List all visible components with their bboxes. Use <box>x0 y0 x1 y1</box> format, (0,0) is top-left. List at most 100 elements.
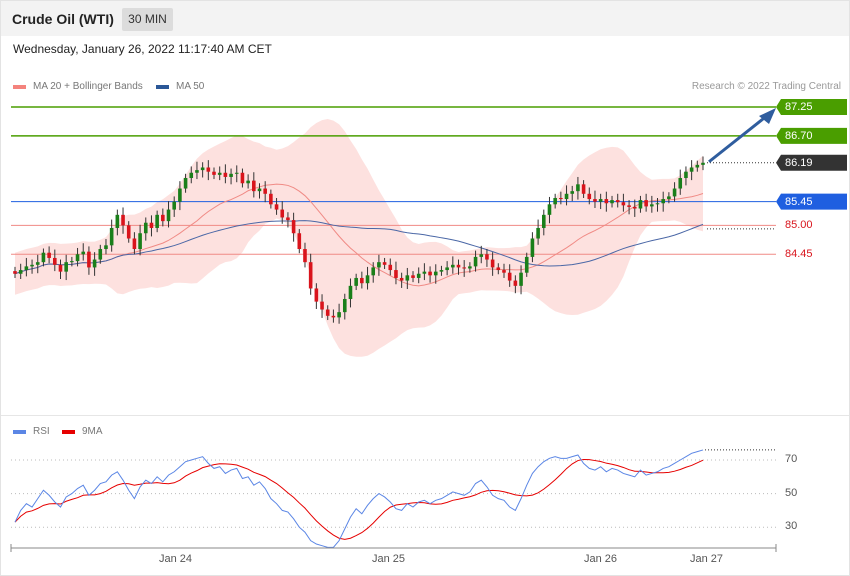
candle-body <box>109 227 114 246</box>
candle-body <box>513 280 518 286</box>
x-tick-label: Jan 26 <box>584 553 618 565</box>
candle-body <box>587 193 592 200</box>
candle-body <box>678 178 683 189</box>
candle-body <box>377 262 381 268</box>
candle-body <box>81 251 86 255</box>
legend-rsi-label: RSI <box>33 426 50 437</box>
price-tag-support: 85.00 <box>785 219 813 232</box>
candle-body <box>286 217 290 221</box>
candle-body <box>445 267 449 271</box>
candle-body <box>394 270 398 278</box>
price-tag-support: 84.45 <box>785 248 813 261</box>
candle-body <box>485 254 489 260</box>
candle-body <box>382 262 387 265</box>
candle-body <box>422 271 427 274</box>
candle-body <box>115 214 120 228</box>
candle-body <box>530 238 535 257</box>
candle-body <box>610 200 614 204</box>
candle-body <box>161 214 165 222</box>
candle-body <box>433 271 438 276</box>
candle-body <box>178 188 182 202</box>
candle-body <box>644 200 648 207</box>
candle-body <box>58 264 63 272</box>
candle-body <box>35 262 40 265</box>
candle-body <box>53 257 57 265</box>
candle-body <box>416 273 421 278</box>
bollinger-band <box>15 119 703 357</box>
candle-body <box>462 267 466 269</box>
price-tag-bg <box>776 193 847 210</box>
candle-body <box>155 214 159 228</box>
x-tick-label: Jan 25 <box>372 553 406 565</box>
ma20-line <box>14 183 704 287</box>
candle-body <box>269 193 273 205</box>
candle-body <box>75 254 80 262</box>
candle-body <box>632 206 637 209</box>
candle-body <box>64 262 68 272</box>
ma50-line <box>14 220 704 275</box>
rsi-tick-label: 50 <box>785 486 798 499</box>
candle-body <box>667 196 671 200</box>
candle-body <box>212 171 216 175</box>
candle-body <box>564 193 569 200</box>
candle-body <box>206 167 211 172</box>
candle-body <box>337 312 341 318</box>
candle-body <box>456 264 461 268</box>
chart-title: Crude Oil (WTI) <box>12 11 114 27</box>
candle-body <box>547 204 552 215</box>
candle-body <box>172 201 177 210</box>
candle-body <box>507 272 512 281</box>
candle-body <box>189 172 194 179</box>
candle-body <box>24 266 29 271</box>
legend-ma20-label: MA 20 + Bollinger Bands <box>33 81 143 92</box>
candle-body <box>149 222 154 228</box>
candle-body <box>502 270 506 273</box>
candle-body <box>672 188 677 197</box>
timeframe-badge[interactable]: 30 MIN <box>122 8 173 31</box>
legend-9ma-label: 9MA <box>82 426 103 437</box>
candle-body <box>598 199 603 202</box>
candle-body <box>348 285 353 299</box>
candle-body <box>559 197 563 200</box>
candle-body <box>30 264 34 267</box>
legend-ma50: MA 50 <box>156 81 204 92</box>
candle-body <box>490 259 495 268</box>
candle-body <box>650 204 654 207</box>
candle-body <box>70 261 74 263</box>
candle-body <box>695 164 700 168</box>
legend-ma20: MA 20 + Bollinger Bands <box>13 81 143 92</box>
candle-body <box>98 249 103 260</box>
candle-body <box>411 275 415 278</box>
candle-body <box>496 267 501 271</box>
candle-body <box>342 298 347 313</box>
price-tag-pivot: 85.45 <box>785 195 813 208</box>
candle-body <box>405 275 410 281</box>
candle-body <box>13 271 17 274</box>
candle-body <box>200 167 205 171</box>
candle-body <box>627 205 631 207</box>
candle-body <box>576 184 580 192</box>
candle-body <box>121 214 125 226</box>
legend-ma50-label: MA 50 <box>176 81 205 92</box>
candle-body <box>655 203 660 205</box>
candle-body <box>536 227 540 239</box>
price-tag-resistance: 86.70 <box>785 129 813 142</box>
candle-body <box>320 301 324 310</box>
candle-body <box>257 188 262 192</box>
forecast-arrow-shaft <box>708 113 769 163</box>
candle-body <box>308 262 313 289</box>
candle-body <box>399 277 404 281</box>
candle-body <box>234 172 239 174</box>
candle-body <box>553 197 557 205</box>
candle-body <box>138 233 142 250</box>
candle-body <box>41 252 46 263</box>
candle-body <box>615 200 620 203</box>
candle-body <box>325 309 330 316</box>
candle-body <box>166 209 171 222</box>
credit-text: Research © 2022 Trading Central <box>691 81 841 92</box>
candle-body <box>47 252 51 258</box>
x-tick-label: Jan 27 <box>690 553 724 565</box>
candle-body <box>240 172 245 184</box>
candle-body <box>92 259 97 268</box>
